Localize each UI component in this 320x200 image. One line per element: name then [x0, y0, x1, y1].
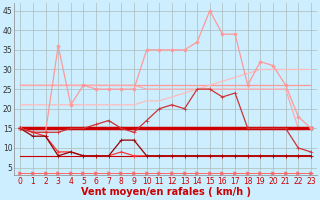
X-axis label: Vent moyen/en rafales ( km/h ): Vent moyen/en rafales ( km/h ): [81, 187, 251, 197]
